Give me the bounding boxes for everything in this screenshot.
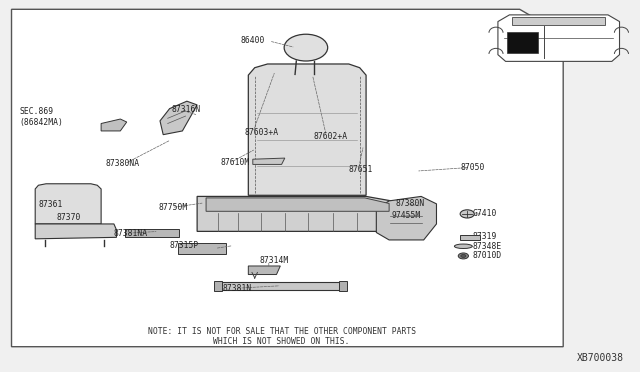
Ellipse shape — [284, 34, 328, 61]
Bar — [125, 229, 179, 237]
Circle shape — [461, 254, 466, 257]
Text: 87050: 87050 — [461, 163, 485, 172]
Text: 87361: 87361 — [38, 200, 63, 209]
Text: 87381NA: 87381NA — [114, 229, 148, 238]
Text: 87348E: 87348E — [472, 242, 502, 251]
Polygon shape — [35, 224, 116, 239]
Text: 87610M: 87610M — [221, 158, 250, 167]
Text: 87314M: 87314M — [259, 256, 289, 265]
Text: 87315P: 87315P — [170, 241, 199, 250]
Text: 87370: 87370 — [56, 213, 81, 222]
Text: 97455M: 97455M — [392, 211, 421, 220]
Polygon shape — [248, 64, 366, 195]
Text: 87316N: 87316N — [172, 105, 201, 114]
Bar — [178, 243, 226, 254]
Polygon shape — [12, 9, 563, 347]
Text: 87380N: 87380N — [396, 199, 425, 208]
Bar — [507, 32, 538, 53]
Text: 87010D: 87010D — [472, 251, 502, 260]
Bar — [214, 281, 222, 291]
Text: NOTE: IT IS NOT FOR SALE THAT THE OTHER COMPONENT PARTS: NOTE: IT IS NOT FOR SALE THAT THE OTHER … — [148, 327, 415, 336]
Text: 87381N: 87381N — [223, 284, 252, 293]
Text: 87602+A: 87602+A — [314, 132, 348, 141]
Polygon shape — [206, 198, 389, 211]
Text: 86400: 86400 — [241, 36, 265, 45]
Text: SEC.869
(86842MA): SEC.869 (86842MA) — [19, 108, 63, 127]
Polygon shape — [197, 196, 402, 231]
Polygon shape — [101, 119, 127, 131]
Ellipse shape — [454, 244, 472, 248]
Bar — [460, 235, 480, 240]
Polygon shape — [376, 196, 436, 240]
Polygon shape — [512, 17, 605, 25]
Text: 87651: 87651 — [349, 165, 373, 174]
Polygon shape — [253, 158, 285, 164]
Bar — [339, 281, 347, 291]
Polygon shape — [35, 184, 101, 224]
Polygon shape — [248, 266, 280, 275]
Text: G7410: G7410 — [472, 209, 497, 218]
Polygon shape — [160, 101, 197, 135]
Text: WHICH IS NOT SHOWED ON THIS.: WHICH IS NOT SHOWED ON THIS. — [213, 337, 350, 346]
Bar — [219, 282, 342, 290]
Text: 87380NA: 87380NA — [106, 159, 140, 168]
Text: 87319: 87319 — [472, 232, 497, 241]
Text: 87750M: 87750M — [159, 203, 188, 212]
Polygon shape — [498, 15, 620, 61]
Text: XB700038: XB700038 — [577, 353, 624, 363]
Text: 87603+A: 87603+A — [244, 128, 278, 137]
Circle shape — [458, 253, 468, 259]
Circle shape — [460, 210, 474, 218]
